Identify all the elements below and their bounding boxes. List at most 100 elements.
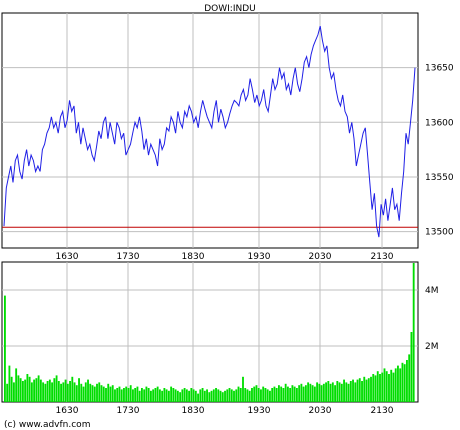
- volume-bar: [397, 365, 399, 402]
- volume-bar: [62, 382, 65, 402]
- volume-bar: [8, 365, 11, 402]
- volume-bar: [264, 388, 267, 402]
- volume-bar: [316, 382, 319, 402]
- volume-bar: [188, 390, 191, 402]
- volume-bar: [311, 385, 314, 402]
- volume-bar: [114, 389, 116, 402]
- volume-panel: 1630 1730 1830 1930 2030 2130 2M 4M: [1, 261, 439, 416]
- volume-bar: [388, 374, 390, 402]
- volume-bar: [221, 392, 224, 402]
- volume-bar: [78, 378, 80, 402]
- price-y-axis: 13500 13550 13600 13650: [425, 64, 454, 238]
- volume-bar: [271, 388, 274, 402]
- volume-bar: [376, 371, 379, 402]
- volume-bar: [15, 368, 18, 402]
- volume-bar: [401, 362, 404, 402]
- volume-bar: [4, 295, 6, 402]
- volume-bar: [293, 386, 296, 402]
- price-x-tick-label: 1930: [248, 252, 271, 262]
- volume-bar: [262, 386, 265, 402]
- volume-bar: [372, 374, 375, 402]
- volume-bar: [194, 390, 197, 402]
- volume-bar: [145, 386, 148, 402]
- volume-bar: [82, 386, 85, 402]
- volume-bar: [403, 364, 406, 402]
- volume-bar: [343, 379, 345, 402]
- volume-bar: [394, 368, 397, 402]
- volume-bar: [167, 390, 170, 402]
- volume-bar: [269, 390, 271, 402]
- volume-bar: [37, 375, 40, 402]
- volume-bar: [120, 389, 123, 402]
- volume-bar: [174, 389, 177, 402]
- volume-bar: [176, 390, 179, 402]
- volume-bar: [280, 386, 283, 402]
- volume-bar: [233, 390, 235, 402]
- volume-bar: [134, 388, 137, 402]
- volume-x-tick-label: 1930: [248, 406, 271, 416]
- volume-bar: [235, 389, 238, 402]
- volume-bar: [392, 372, 395, 402]
- volume-bar: [201, 388, 204, 402]
- volume-bar: [286, 386, 289, 402]
- volume-bar: [91, 385, 94, 402]
- volume-bar: [322, 383, 325, 402]
- volume-bar: [381, 372, 384, 402]
- volume-bar: [96, 383, 98, 402]
- volume-bar: [33, 379, 36, 402]
- volume-bar: [147, 388, 150, 402]
- volume-bar: [318, 383, 321, 402]
- volume-bar: [57, 381, 60, 402]
- volume-bar: [199, 389, 202, 402]
- price-x-tick-label: 1630: [56, 252, 79, 262]
- volume-bar: [336, 381, 339, 402]
- volume-bar: [24, 379, 27, 402]
- volume-bar: [349, 381, 352, 402]
- volume-bar: [206, 389, 208, 402]
- volume-bar: [284, 383, 287, 402]
- volume-bar: [217, 389, 220, 402]
- price-x-axis: 1630 1730 1830 1930 2030 2130: [56, 252, 394, 262]
- price-y-tick-label: 13500: [425, 228, 454, 238]
- volume-bar: [266, 389, 269, 402]
- volume-bar: [19, 378, 22, 402]
- volume-bar: [69, 381, 71, 402]
- volume-bar: [257, 388, 260, 402]
- volume-bar: [329, 383, 332, 402]
- volume-bar: [152, 389, 155, 402]
- volume-bar: [212, 389, 215, 402]
- volume-bar: [100, 385, 103, 402]
- volume-bar: [399, 368, 402, 402]
- volume-bar: [365, 379, 368, 402]
- volume-bars: [4, 263, 415, 402]
- volume-bar: [228, 388, 231, 402]
- price-x-tick-label: 2130: [371, 252, 394, 262]
- volume-bar: [75, 385, 78, 402]
- volume-bar: [48, 379, 51, 402]
- volume-bar: [239, 388, 242, 402]
- volume-bar: [406, 360, 408, 402]
- volume-bar: [161, 390, 164, 402]
- volume-bar: [230, 389, 233, 402]
- copyright-footer: (c) www.advfn.com: [4, 420, 90, 430]
- volume-grid: [2, 262, 418, 402]
- price-x-tick-label: 1830: [182, 252, 205, 262]
- volume-bar: [291, 385, 294, 402]
- volume-bar: [179, 392, 182, 402]
- volume-y-tick-label: 4M: [425, 286, 439, 296]
- volume-bar: [156, 386, 159, 402]
- volume-bar: [242, 376, 244, 402]
- price-y-tick-label: 13550: [425, 173, 454, 183]
- volume-bar: [118, 386, 121, 402]
- volume-bar: [28, 376, 31, 402]
- volume-bar: [132, 389, 134, 402]
- volume-bar: [313, 386, 316, 402]
- volume-bar: [331, 382, 334, 402]
- volume-bar: [53, 378, 56, 402]
- volume-bar: [226, 389, 229, 402]
- volume-bar: [136, 386, 139, 402]
- volume-bar: [237, 386, 240, 402]
- volume-bar: [295, 388, 298, 402]
- volume-bar: [46, 381, 49, 402]
